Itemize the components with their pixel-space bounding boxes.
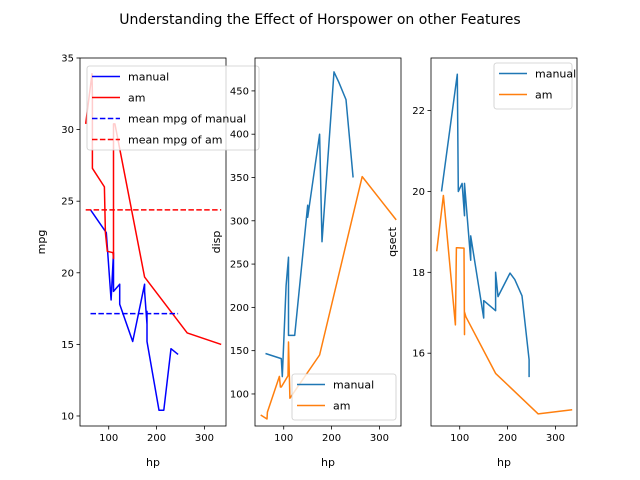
legend-label: mean mpg of am — [128, 134, 222, 147]
series-line-am — [435, 194, 573, 415]
y-tick-label: 18 — [412, 268, 425, 279]
y-tick-label: 16 — [412, 349, 425, 360]
subplots: 100 200 300 10 15 20 25 30 35 hp mpg manual am mean m… — [35, 54, 578, 469]
y-axis-label: disp — [210, 231, 223, 254]
y-tick-label: 25 — [61, 197, 74, 208]
series-line-manual — [440, 73, 530, 378]
legend: manual am — [291, 373, 397, 421]
series-line-manual — [265, 71, 354, 378]
series-group — [435, 73, 573, 415]
series-line-am — [260, 175, 397, 420]
legend: manual am — [493, 62, 576, 110]
subplot-2: 100 200 300 100 150 200 250 300 350 400 450 hp disp m… — [210, 57, 402, 469]
axes-frame — [430, 57, 578, 427]
legend-box — [291, 373, 397, 421]
x-tick-label: 100 — [450, 433, 469, 444]
legend-label: manual — [333, 379, 374, 392]
axes-frame — [79, 57, 227, 427]
x-axis-label: hp — [321, 456, 335, 469]
x-tick-label: 300 — [370, 433, 389, 444]
legend-label: am — [535, 89, 552, 102]
subplot-3: 100 200 300 16 18 20 22 hp qsect manual am — [386, 57, 578, 469]
y-tick-label: 450 — [230, 86, 249, 97]
y-tick-label: 35 — [61, 54, 74, 65]
x-tick-label: 300 — [195, 433, 214, 444]
x-axis-label: hp — [497, 456, 511, 469]
series-line-manual — [89, 209, 179, 411]
y-tick-label: 20 — [412, 187, 425, 198]
x-tick-label: 300 — [546, 433, 565, 444]
x-tick-label: 100 — [99, 433, 118, 444]
y-tick-label: 400 — [230, 130, 249, 141]
series-group — [260, 71, 397, 420]
x-tick-label: 100 — [274, 433, 293, 444]
legend: manual am mean mpg of manual mean mpg of am — [86, 65, 260, 151]
y-tick-label: 10 — [61, 411, 74, 422]
legend-label: manual — [128, 71, 169, 84]
y-axis-label: mpg — [35, 230, 48, 255]
subplot-1: 100 200 300 10 15 20 25 30 35 hp mpg manual am mean m… — [35, 54, 260, 469]
y-tick-label: 100 — [230, 389, 249, 400]
y-tick-label: 150 — [230, 346, 249, 357]
legend-label: am — [333, 400, 350, 413]
chart-title: Understanding the Effect of Horspower on… — [119, 12, 520, 28]
legend-box — [86, 65, 260, 151]
y-tick-label: 200 — [230, 303, 249, 314]
legend-label: am — [128, 92, 145, 105]
x-tick-label: 200 — [147, 433, 166, 444]
legend-label: mean mpg of manual — [128, 113, 246, 126]
y-tick-label: 22 — [412, 106, 425, 117]
y-tick-label: 250 — [230, 260, 249, 271]
y-tick-label: 300 — [230, 216, 249, 227]
axes-frame — [254, 57, 402, 427]
x-tick-label: 200 — [498, 433, 517, 444]
y-tick-label: 20 — [61, 268, 74, 279]
y-tick-label: 350 — [230, 173, 249, 184]
x-axis-label: hp — [146, 456, 160, 469]
legend-box — [493, 62, 573, 110]
y-tick-label: 15 — [61, 340, 74, 351]
y-axis-label: qsect — [386, 226, 399, 257]
y-tick-label: 30 — [61, 125, 74, 136]
x-tick-label: 200 — [322, 433, 341, 444]
legend-label: manual — [535, 68, 576, 81]
